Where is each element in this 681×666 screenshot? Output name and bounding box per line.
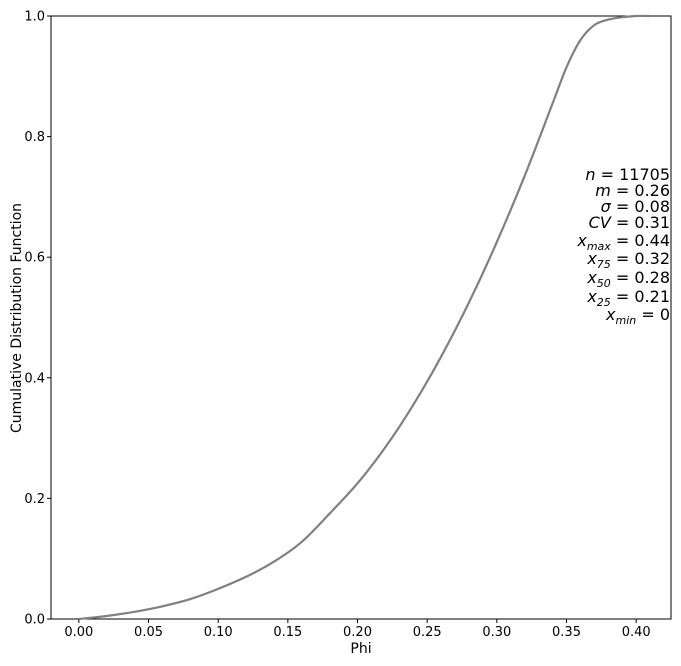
x-tick-label: 0.00 (64, 625, 93, 640)
stat-annotation: x50 = 0.28 (586, 268, 670, 290)
y-axis-label: Cumulative Distribution Function (9, 203, 25, 433)
y-tick-label: 0.2 (24, 492, 45, 507)
stat-annotation: xmin = 0 (605, 305, 670, 327)
x-tick-label: 0.25 (413, 625, 442, 640)
plot-frame (50, 15, 672, 620)
x-tick-label: 0.40 (622, 625, 651, 640)
cdf-curve (78, 14, 651, 621)
y-axis-ticks: 0.0 0.2 0.4 0.6 0.8 1.0 (24, 10, 51, 628)
stat-annotation: n = 11705 (585, 165, 670, 184)
y-tick-label: 0.0 (24, 613, 45, 628)
x-tick-label: 0.30 (482, 625, 511, 640)
stat-annotation: CV = 0.31 (589, 213, 670, 232)
x-axis-ticks: 0.00 0.05 0.10 0.15 0.20 0.25 0.30 0.35 0.40 (64, 619, 651, 640)
x-tick-label: 0.35 (552, 625, 581, 640)
stat-annotation: σ = 0.08 (601, 197, 670, 216)
y-tick-label: 1.0 (24, 10, 45, 25)
x-tick-label: 0.15 (273, 625, 302, 640)
x-tick-label: 0.05 (134, 625, 163, 640)
x-tick-label: 0.10 (204, 625, 233, 640)
x-tick-label: 0.20 (343, 625, 372, 640)
stat-annotation: x25 = 0.21 (586, 287, 670, 309)
y-tick-label: 0.4 (24, 371, 45, 386)
y-tick-label: 0.8 (24, 130, 45, 145)
x-axis-label: Phi (350, 641, 371, 657)
y-tick-label: 0.6 (24, 251, 45, 266)
stat-annotation: m = 0.26 (595, 181, 670, 200)
stat-annotation: xmax = 0.44 (576, 231, 670, 253)
stat-annotation: x75 = 0.32 (586, 249, 670, 271)
